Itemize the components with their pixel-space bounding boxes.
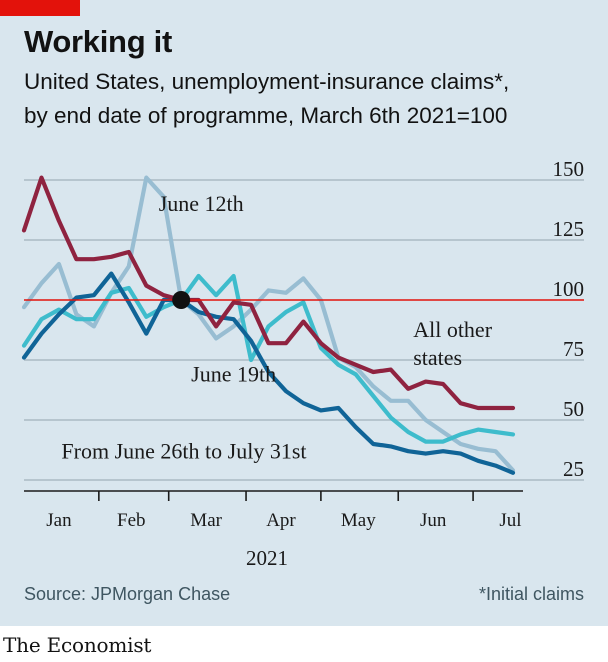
line-chart: 25 50 75 100 125 150 Jan Feb Mar Apr May Jun Jul 2021… <box>21 157 585 570</box>
x-tick-label-jun: Jun <box>420 510 447 531</box>
y-tick-label-75: 75 <box>563 337 584 361</box>
y-tick-label-50: 50 <box>563 397 584 421</box>
series-label-all_other-line1: All other <box>413 317 492 342</box>
x-tick-label-mar: Mar <box>190 510 222 531</box>
x-tick-label-apr: Apr <box>266 510 296 531</box>
chart-title: Working it <box>24 24 172 59</box>
y-tick-label-25: 25 <box>563 457 584 481</box>
brand-red-tag <box>0 0 80 16</box>
series-line-all_other <box>21 175 516 411</box>
footnote: *Initial claims <box>478 584 584 604</box>
x-tick-label-jan: Jan <box>46 510 72 531</box>
chart-subtitle-line2: by end date of programme, March 6th 2021… <box>24 103 508 128</box>
series-label-june12: June 12th <box>159 191 244 216</box>
y-tick-label-150: 150 <box>553 157 585 181</box>
series-label-all_other-line2: states <box>413 345 462 370</box>
x-tick-label-jul: Jul <box>499 510 521 531</box>
y-tick-label-100: 100 <box>553 277 585 301</box>
series-line-june26_jul31 <box>21 271 516 475</box>
x-tick-label-feb: Feb <box>117 510 146 531</box>
x-axis-year-label: 2021 <box>246 546 288 570</box>
y-tick-label-125: 125 <box>553 217 585 241</box>
series-line-june19 <box>21 273 516 444</box>
economist-logo: The Economist <box>3 633 152 657</box>
series-label-june19: June 19th <box>191 362 276 387</box>
base-date-marker <box>172 291 191 309</box>
series-label-june26_jul31: From June 26th to July 31st <box>61 438 306 463</box>
x-tick-label-may: May <box>341 510 376 531</box>
source-note: Source: JPMorgan Chase <box>24 584 231 604</box>
chart-subtitle-line1: United States, unemployment-insurance cl… <box>24 69 510 94</box>
